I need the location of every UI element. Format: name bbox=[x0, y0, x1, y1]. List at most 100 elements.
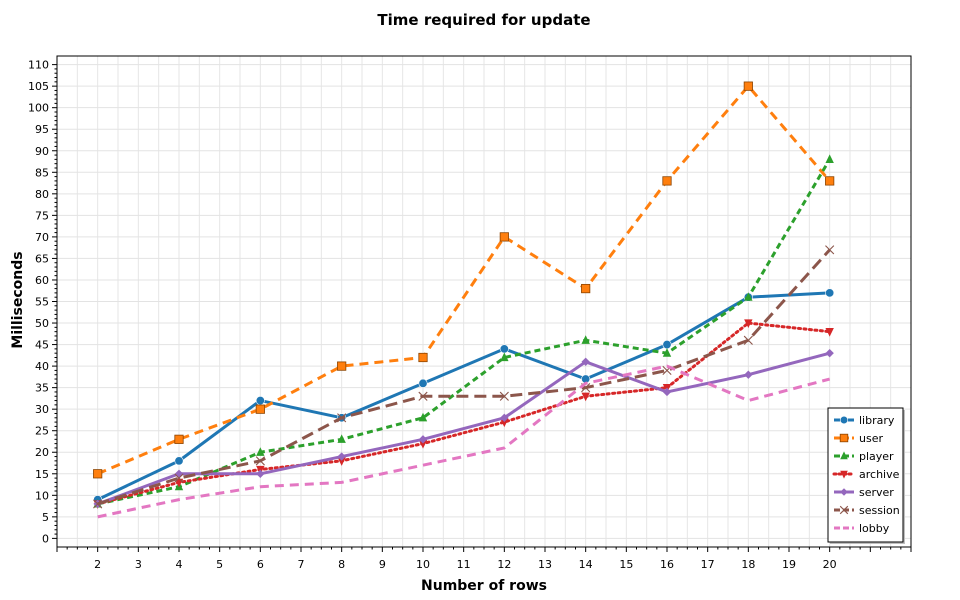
y-axis-title: Milliseconds bbox=[10, 251, 26, 348]
data-point-user bbox=[418, 352, 428, 363]
y-tick-label: 70 bbox=[35, 231, 49, 244]
data-point-user bbox=[499, 232, 509, 242]
data-point-player bbox=[256, 447, 265, 456]
y-tick-label: 90 bbox=[35, 145, 49, 158]
series-line-user bbox=[97, 84, 831, 476]
legend-label: session bbox=[859, 504, 900, 517]
y-tick-label: 95 bbox=[35, 123, 49, 136]
legend-label: server bbox=[859, 486, 894, 499]
legend-entry-session: session bbox=[834, 504, 900, 517]
data-point-server bbox=[418, 435, 428, 444]
y-tick-label: 60 bbox=[35, 274, 49, 287]
series-session bbox=[93, 245, 835, 509]
x-tick-label: 6 bbox=[257, 558, 264, 571]
data-point-server bbox=[174, 469, 184, 478]
data-point-library bbox=[255, 396, 265, 406]
data-point-user bbox=[662, 176, 672, 186]
y-tick-label: 5 bbox=[42, 511, 49, 524]
x-marker-stroke bbox=[839, 505, 849, 515]
x-tick-label: 4 bbox=[176, 558, 183, 571]
x-tick-label: 17 bbox=[701, 558, 715, 571]
data-point-session bbox=[743, 335, 753, 345]
series-layer bbox=[93, 81, 835, 519]
series-line-library bbox=[97, 291, 830, 501]
y-tick-label: 10 bbox=[35, 489, 49, 502]
y-tick-label: 80 bbox=[35, 188, 49, 201]
series-server bbox=[93, 348, 834, 509]
data-point-server bbox=[337, 452, 346, 461]
data-point-server bbox=[256, 469, 265, 478]
y-tick-label: 35 bbox=[35, 382, 49, 395]
y-tick-label: 40 bbox=[35, 360, 49, 373]
y-tick-label: 100 bbox=[28, 102, 49, 115]
x-tick-label: 12 bbox=[497, 558, 511, 571]
x-marker-stroke bbox=[825, 245, 835, 255]
series-user bbox=[93, 81, 835, 479]
data-point-user bbox=[174, 434, 184, 444]
legend-swatch-marker bbox=[840, 470, 848, 479]
x-marker-stroke bbox=[581, 383, 591, 393]
legend-swatch-marker bbox=[839, 415, 849, 425]
legend-label: archive bbox=[859, 468, 900, 481]
y-tick-label: 105 bbox=[28, 80, 49, 93]
y-tick-label: 85 bbox=[35, 166, 49, 179]
x-tick-label: 3 bbox=[135, 558, 142, 571]
x-tick-label: 13 bbox=[538, 558, 552, 571]
legend-entry-server: server bbox=[834, 486, 894, 499]
data-point-session bbox=[255, 456, 265, 466]
y-tick-label: 65 bbox=[35, 252, 49, 265]
data-point-session bbox=[418, 391, 428, 401]
y-tick-label: 25 bbox=[35, 425, 49, 438]
data-point-archive bbox=[418, 440, 428, 449]
data-point-player bbox=[825, 154, 834, 163]
legend-entry-library: library bbox=[834, 414, 895, 427]
x-marker-stroke bbox=[93, 499, 103, 509]
y-tick-label: 50 bbox=[35, 317, 49, 330]
y-tick-label: 15 bbox=[35, 468, 49, 481]
x-tick-label: 16 bbox=[660, 558, 674, 571]
data-point-player bbox=[744, 292, 753, 301]
series-line-lobby bbox=[97, 364, 831, 519]
data-point-user bbox=[581, 283, 591, 294]
legend-swatch-marker bbox=[840, 451, 848, 460]
x-marker-stroke bbox=[418, 391, 428, 401]
x-tick-label: 15 bbox=[619, 558, 633, 571]
data-point-library bbox=[499, 344, 509, 354]
data-point-server bbox=[581, 357, 590, 366]
y-tick-label: 45 bbox=[35, 339, 49, 352]
data-point-server bbox=[500, 413, 509, 422]
x-tick-label: 10 bbox=[416, 558, 430, 571]
x-tick-label: 20 bbox=[823, 558, 837, 571]
x-marker-stroke bbox=[174, 473, 184, 483]
y-tick-label: 30 bbox=[35, 403, 49, 416]
legend-entry-player: player bbox=[834, 450, 894, 463]
legend-swatch-marker bbox=[839, 505, 849, 515]
data-point-archive bbox=[581, 392, 590, 402]
data-point-user bbox=[825, 176, 835, 186]
x-marker-stroke bbox=[255, 456, 265, 466]
data-point-session bbox=[174, 473, 184, 483]
data-point-player bbox=[581, 335, 590, 344]
data-point-server bbox=[744, 370, 753, 379]
data-point-library bbox=[825, 288, 835, 298]
y-tick-label: 75 bbox=[35, 209, 49, 222]
data-point-session bbox=[337, 413, 347, 423]
data-point-library bbox=[174, 456, 184, 466]
data-point-player bbox=[337, 434, 346, 443]
data-point-archive bbox=[337, 457, 346, 466]
legend-swatch-marker bbox=[839, 433, 849, 443]
x-tick-label: 14 bbox=[579, 558, 593, 571]
legend-label: library bbox=[859, 414, 895, 427]
y-tick-label: 20 bbox=[35, 446, 49, 459]
x-tick-label: 9 bbox=[379, 558, 386, 571]
data-point-user bbox=[93, 469, 103, 479]
legend-label: player bbox=[859, 450, 894, 463]
data-point-user bbox=[743, 81, 753, 91]
data-point-session bbox=[825, 245, 835, 255]
x-tick-label: 18 bbox=[741, 558, 755, 571]
data-point-user bbox=[337, 361, 347, 371]
y-tick-label: 55 bbox=[35, 296, 49, 309]
series-line-session bbox=[97, 248, 831, 506]
data-point-user bbox=[255, 404, 265, 414]
